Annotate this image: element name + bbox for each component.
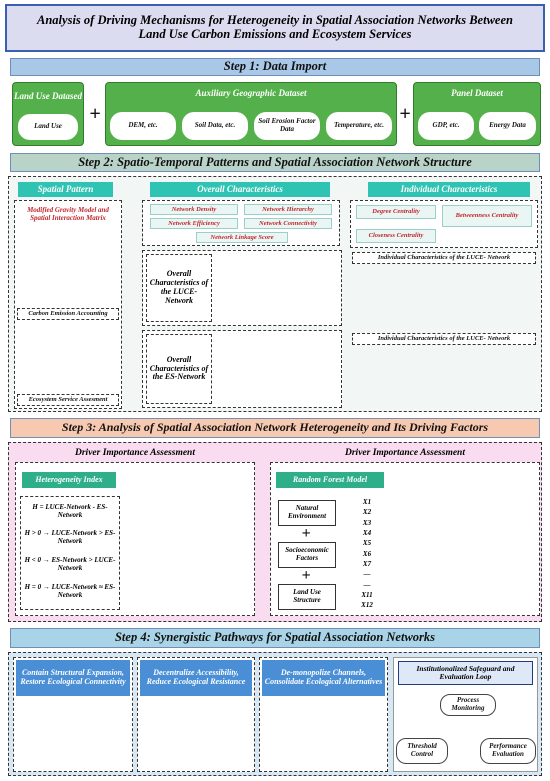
plus: + — [399, 103, 411, 125]
data-item: Soil Erosion Factor Data — [254, 112, 320, 140]
group-title: Auxiliary Geographic Dataset — [195, 88, 307, 99]
step-heading: Step 2: Spatio-Temporal Patterns and Spa… — [10, 153, 540, 172]
data-item: GDP, etc. — [418, 112, 474, 140]
chart-box — [142, 250, 342, 326]
group-title: Land Use Datased — [14, 91, 82, 102]
loop-node: Threshold Control — [396, 738, 448, 764]
loop-title: Institutionalized Safeguard and Evaluati… — [398, 661, 533, 685]
variable: X6 — [362, 549, 372, 558]
step-heading: Step 4: Synergistic Pathways for Spatial… — [10, 628, 540, 648]
data-item: Land Use — [18, 114, 78, 140]
data-item: DEM, etc. — [110, 112, 176, 140]
factor: Land Use Structure — [278, 584, 336, 610]
pathway-title: Decentralize Accessibility, Reduce Ecolo… — [140, 660, 252, 696]
formula: H > 0 → LUCE-Network > ES-Network — [24, 529, 116, 545]
metric: Betweenness Centrality — [442, 205, 532, 227]
section-title: Driver Importance Assessment — [345, 447, 465, 458]
chart-label: Overall Characteristics of the ES-Networ… — [146, 334, 212, 404]
factor: Socioeconomic Factors — [278, 542, 336, 568]
factor: Natural Environment — [278, 500, 336, 526]
column-box — [14, 200, 122, 409]
column-title: Spatial Pattern — [18, 182, 113, 197]
metric: Network Density — [150, 204, 238, 215]
variable: X12 — [361, 601, 373, 610]
variable: X11 — [361, 590, 373, 599]
column-title: Individual Characteristics — [368, 182, 530, 197]
metric: Network Efficiency — [150, 218, 238, 229]
column-title: Overall Characteristics — [150, 182, 330, 197]
metric: Network Connectivity — [244, 218, 332, 229]
variable: — — [363, 580, 371, 589]
formula: H = LUCE-Network - ES-Network — [32, 503, 108, 519]
main-title: Analysis of Driving Mechanisms for Heter… — [5, 4, 545, 52]
formula-box — [20, 496, 120, 610]
section-label: Individual Characteristics of the LUCE- … — [352, 252, 536, 264]
section-label: Individual Characteristics of the LUCE- … — [352, 333, 536, 345]
variable: — — [363, 570, 371, 579]
metric: Closeness Centrality — [356, 229, 436, 243]
chart-label: Overall Characteristics of the LUCE-Netw… — [146, 254, 212, 322]
variable: X1 — [362, 498, 372, 507]
variable-list: X1 X2 X3 X4 X5 X6 X7— — X11 X12 — [352, 498, 382, 612]
data-item: Soil Data, etc. — [182, 112, 248, 140]
plus: + — [89, 103, 101, 125]
variable: X3 — [362, 518, 372, 527]
loop-node: Performance Evaluation — [480, 738, 536, 764]
variable: X4 — [362, 529, 372, 538]
method-text: Modified Gravity Model and Spatial Inter… — [27, 206, 109, 222]
pathway-title: De-monopolize Channels, Consolidate Ecol… — [262, 660, 385, 696]
group-title: Panel Dataset — [451, 88, 503, 99]
section-title: Driver Importance Assessment — [75, 447, 195, 458]
panel-title: Heterogeneity Index — [22, 472, 116, 488]
data-item: Temperature, etc. — [326, 112, 392, 140]
section-label: Ecosystem Service Assesment — [17, 394, 119, 406]
pathway-title: Contain Structural Expansion, Restore Ec… — [16, 660, 130, 696]
plus: + — [301, 567, 311, 585]
data-item: Energy Data — [479, 112, 536, 140]
section-label: Carbon Emission Accounting — [17, 308, 119, 320]
formula: H < 0 → ES-Network > LUCE-Network — [24, 556, 116, 572]
metric: Network Hierarchy — [244, 204, 332, 215]
loop-node: Process Monitoring — [440, 694, 496, 716]
metric: Network Linkage Score — [196, 232, 288, 243]
chart-box — [142, 330, 342, 408]
variable: X2 — [362, 508, 372, 517]
step-heading: Step 1: Data Import — [10, 58, 540, 76]
formula: H = 0 → LUCE-Network ≈ ES-Network — [24, 583, 116, 599]
metric: Degree Centrality — [356, 205, 436, 219]
variable: X7 — [362, 559, 372, 568]
panel-title: Random Forest Model — [276, 472, 384, 488]
plus: + — [301, 525, 311, 543]
step-heading: Step 3: Analysis of Spatial Association … — [10, 418, 540, 438]
variable: X5 — [362, 539, 372, 548]
